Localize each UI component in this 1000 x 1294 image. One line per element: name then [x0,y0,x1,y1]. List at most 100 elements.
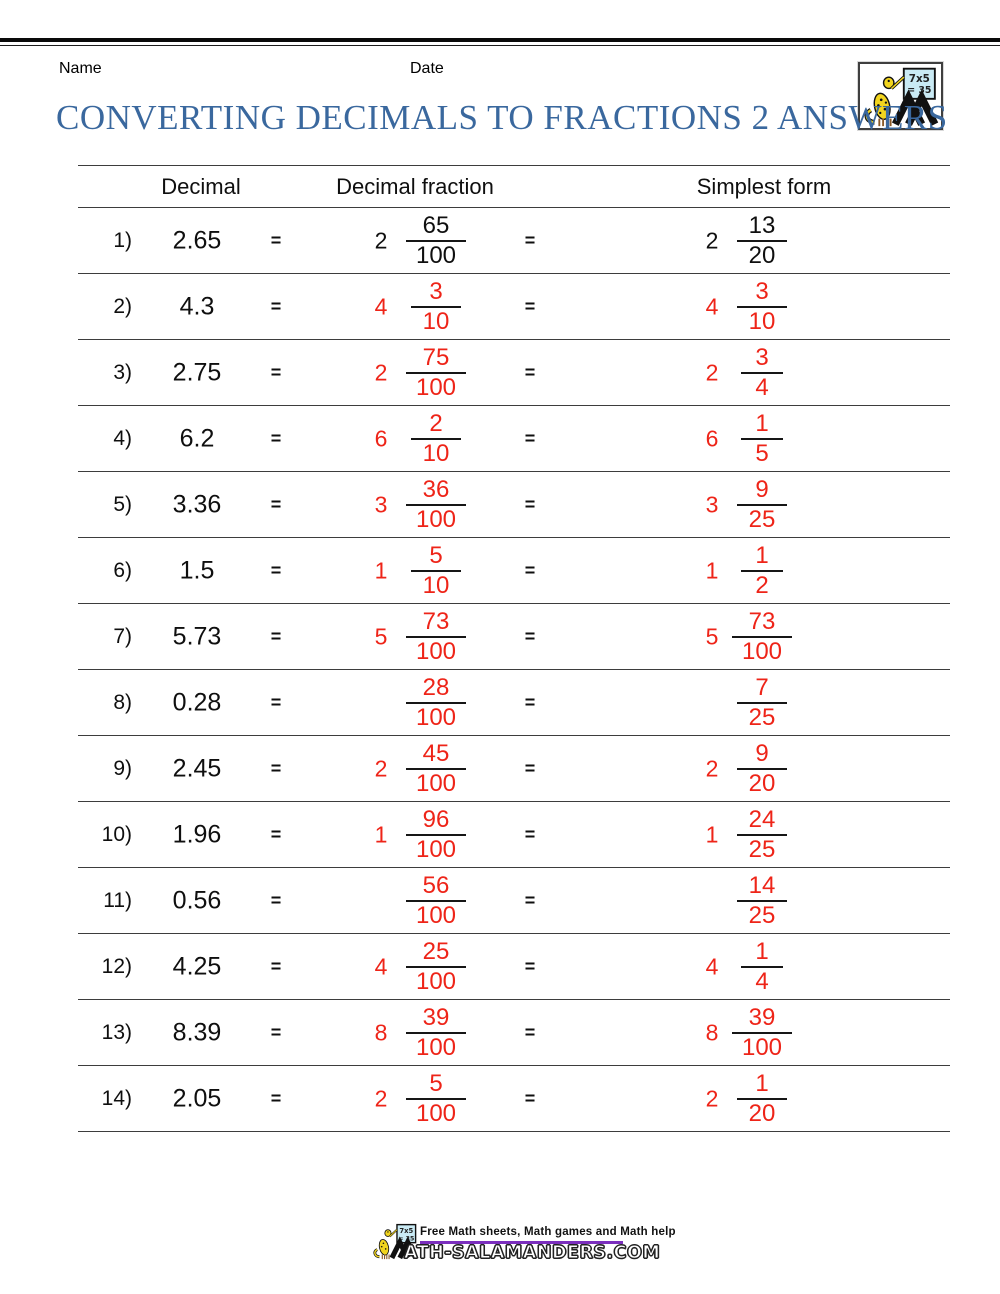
name-label: Name [59,60,102,77]
numerator: 5 [429,1069,443,1097]
simplest-form-fraction: 39 100 [732,1005,792,1060]
decimal-fraction: 3 10 [411,279,461,334]
denominator: 10 [422,571,450,599]
denominator: 5 [755,439,769,467]
top-divider-thin [0,45,1000,46]
numerator: 28 [422,673,450,701]
table-row: 5) 3.36 = 3 36 100 = 3 9 25 [78,472,950,538]
equals-sign: = [524,560,536,580]
equals-sign: = [524,626,536,646]
decimal-value: 4.25 [172,952,222,980]
decimal-fraction-whole: 4 [374,293,388,319]
decimal-fraction: 45 100 [406,741,466,796]
decimal-fraction: 96 100 [406,805,466,862]
decimal-fraction: 5 10 [411,541,461,599]
decimal-fraction-whole: 5 [374,623,388,649]
equals-sign: = [524,1022,536,1042]
decimal-value: 1.5 [179,556,215,584]
equals-sign: = [524,890,536,910]
table-row: 8) 0.28 = 28 100 = 7 25 [78,670,950,736]
simplest-form-fraction: 3 4 [741,345,783,401]
fraction-bar [406,701,466,704]
board-text-line2: = 35 [398,1235,414,1242]
numerator: 24 [748,805,776,833]
table-row: 1) 2.65 = 2 65 100 = 2 13 20 [78,208,950,274]
row-number: 14) [101,1086,132,1110]
row-number: 3) [113,360,132,384]
denominator: 100 [415,967,457,995]
decimal-fraction: 36 100 [406,475,466,532]
equals-sign: = [270,1088,282,1108]
decimal-fraction: 5 100 [406,1069,466,1127]
equals-sign: = [270,824,282,844]
board-text-line2: = 35 [907,85,931,96]
decimal-value: 5.73 [172,622,222,650]
fraction-bar [406,239,466,242]
equals-sign: = [524,1088,536,1108]
column-header-decimal-fraction: Decimal fraction [336,173,494,199]
equals-sign: = [524,428,536,448]
row-number: 8) [113,690,132,714]
decimal-value: 4.3 [179,292,215,320]
numerator: 1 [755,541,769,569]
numerator: 9 [755,739,769,767]
denominator: 4 [755,373,769,401]
decimal-fraction-whole: 2 [374,1085,388,1111]
board-text-line1: 7x5 [399,1227,413,1235]
fraction-bar [406,833,466,836]
table-row: 13) 8.39 = 8 39 100 = 8 39 100 [78,1000,950,1066]
decimal-value: 0.56 [172,886,222,914]
decimal-fraction: 65 100 [406,213,466,268]
date-label: Date [410,60,444,77]
simplest-form-whole: 2 [705,1085,719,1111]
fraction-bar [741,569,783,572]
footer-tagline: Free Math sheets, Math games and Math he… [420,1226,676,1238]
equals-sign: = [270,890,282,910]
fraction-bar [737,1097,787,1100]
denominator: 25 [748,901,776,929]
denominator: 100 [415,373,457,401]
simplest-form-fraction: 13 20 [737,213,787,268]
simplest-form-whole: 1 [705,557,719,583]
numerator: 3 [755,277,769,305]
fraction-bar [741,437,783,440]
table-row: 6) 1.5 = 1 5 10 = 1 1 2 [78,538,950,604]
column-header-decimal: Decimal [161,173,241,199]
decimal-fraction-whole: 2 [374,359,388,385]
denominator: 100 [415,1099,457,1127]
decimal-fraction-whole: 8 [374,1019,388,1045]
denominator: 25 [748,835,776,863]
table-row: 4) 6.2 = 6 2 10 = 6 1 5 [78,406,950,472]
fraction-bar [737,239,787,242]
fraction-bar [406,503,466,506]
numerator: 73 [422,607,450,635]
equals-sign: = [270,560,282,580]
simplest-form-fraction: 73 100 [732,609,792,664]
decimal-value: 2.45 [172,754,222,782]
denominator: 10 [748,307,776,335]
numerator: 5 [429,541,443,569]
row-number: 1) [113,228,132,252]
decimal-value: 2.05 [172,1084,222,1112]
salamander-icon [864,75,905,127]
simplest-form-whole: 5 [705,623,719,649]
table-row: 3) 2.75 = 2 75 100 = 2 3 4 [78,340,950,406]
simplest-form-fraction: 14 25 [737,873,787,929]
decimal-value: 2.75 [172,358,222,386]
table-row: 2) 4.3 = 4 3 10 = 4 3 10 [78,274,950,340]
footer-site-name: ATH-SALAMANDERS.COM [403,1242,661,1263]
fraction-bar [737,305,787,308]
simplest-form-fraction: 9 20 [737,739,787,796]
simplest-form-fraction: 1 4 [741,937,783,994]
numerator: 1 [755,937,769,965]
equals-sign: = [270,494,282,514]
numerator: 36 [422,475,450,503]
row-number: 9) [113,756,132,780]
numerator: 1 [755,1069,769,1097]
fraction-bar [406,767,466,770]
decimal-fraction-whole: 6 [374,425,388,451]
numerator: 96 [422,805,450,833]
decimal-value: 2.65 [172,226,222,254]
fraction-bar [737,833,787,836]
